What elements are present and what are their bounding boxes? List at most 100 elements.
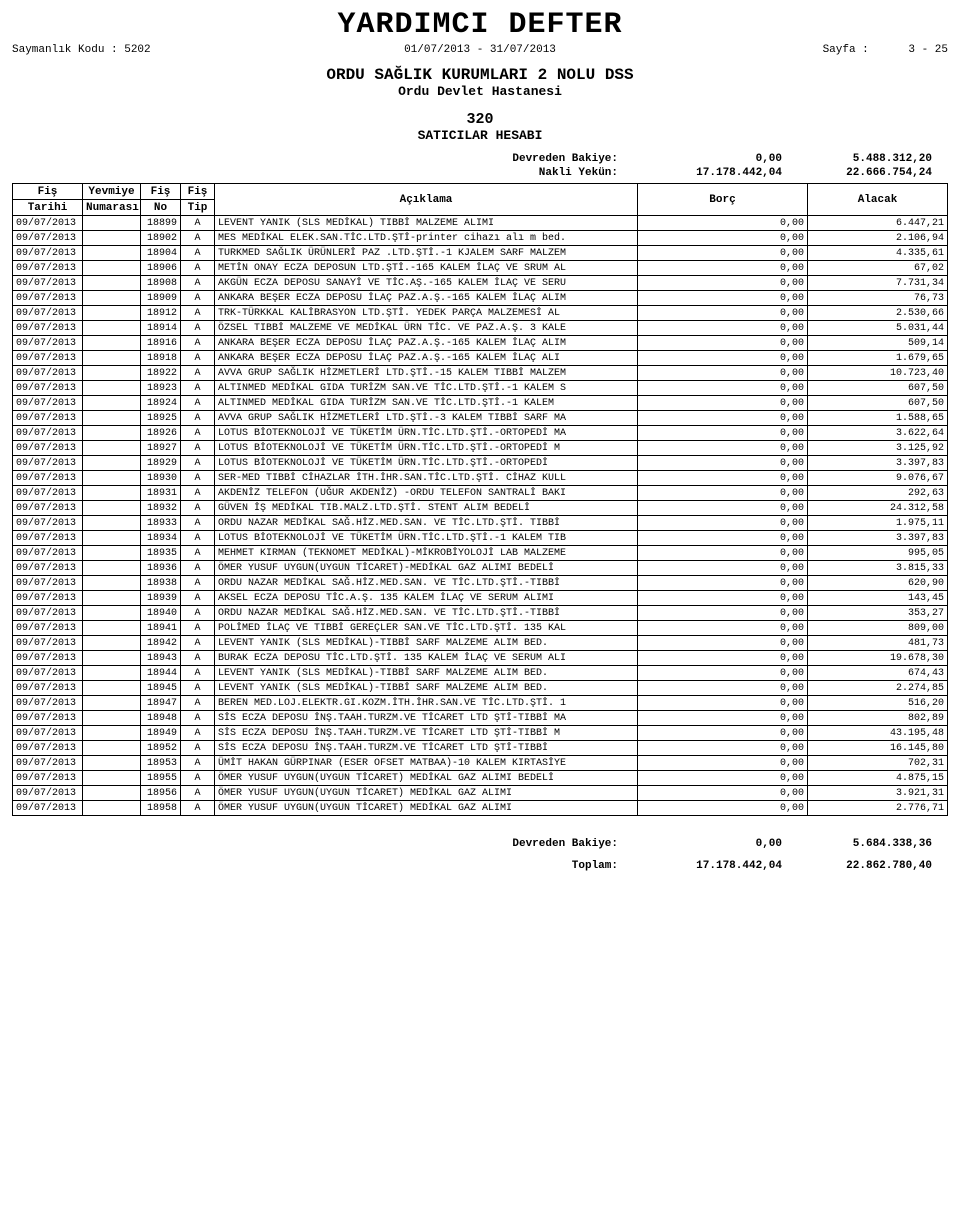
cell-fistip: A [181, 621, 215, 636]
cell-fisno: 18949 [141, 726, 181, 741]
cell-tarih: 09/07/2013 [13, 801, 83, 816]
cell-tarih: 09/07/2013 [13, 786, 83, 801]
cell-tarih: 09/07/2013 [13, 726, 83, 741]
cell-fisno: 18943 [141, 651, 181, 666]
cell-yevmiye [83, 651, 141, 666]
cell-fistip: A [181, 306, 215, 321]
cell-borc: 0,00 [638, 471, 808, 486]
cell-yevmiye [83, 261, 141, 276]
cell-tarih: 09/07/2013 [13, 636, 83, 651]
cell-tarih: 09/07/2013 [13, 591, 83, 606]
cell-fistip: A [181, 471, 215, 486]
cell-fistip: A [181, 651, 215, 666]
cell-tarih: 09/07/2013 [13, 441, 83, 456]
cell-tarih: 09/07/2013 [13, 681, 83, 696]
cell-yevmiye [83, 576, 141, 591]
cell-alacak: 6.447,21 [808, 216, 948, 231]
nakli-alacak: 22.666.754,24 [792, 167, 932, 179]
cell-aciklama: AKDENİZ TELEFON (UĞUR AKDENİZ) -ORDU TEL… [215, 486, 638, 501]
cell-tarih: 09/07/2013 [13, 366, 83, 381]
cell-fistip: A [181, 756, 215, 771]
cell-alacak: 2.274,85 [808, 681, 948, 696]
cell-fisno: 18936 [141, 561, 181, 576]
cell-alacak: 516,20 [808, 696, 948, 711]
nakli-borc: 17.178.442,04 [622, 167, 792, 179]
cell-aciklama: POLİMED İLAÇ VE TIBBİ GEREÇLER SAN.VE Tİ… [215, 621, 638, 636]
cell-borc: 0,00 [638, 231, 808, 246]
cell-alacak: 809,00 [808, 621, 948, 636]
devreden-borc: 0,00 [622, 153, 792, 165]
cell-fisno: 18922 [141, 366, 181, 381]
cell-fistip: A [181, 381, 215, 396]
cell-borc: 0,00 [638, 531, 808, 546]
cell-borc: 0,00 [638, 741, 808, 756]
cell-yevmiye [83, 801, 141, 816]
cell-borc: 0,00 [638, 636, 808, 651]
cell-borc: 0,00 [638, 426, 808, 441]
cell-alacak: 10.723,40 [808, 366, 948, 381]
cell-borc: 0,00 [638, 441, 808, 456]
cell-fisno: 18906 [141, 261, 181, 276]
cell-fisno: 18899 [141, 216, 181, 231]
cell-aciklama: SİS ECZA DEPOSU İNŞ.TAAH.TURZM.VE TİCARE… [215, 741, 638, 756]
cell-fistip: A [181, 351, 215, 366]
table-row: 09/07/201318949A SİS ECZA DEPOSU İNŞ.TAA… [13, 726, 948, 741]
cell-tarih: 09/07/2013 [13, 756, 83, 771]
table-row: 09/07/201318912ATRK-TÜRKKAL KALİBRASYON … [13, 306, 948, 321]
cell-tarih: 09/07/2013 [13, 606, 83, 621]
cell-fisno: 18927 [141, 441, 181, 456]
cell-borc: 0,00 [638, 381, 808, 396]
cell-fistip: A [181, 726, 215, 741]
page-label: Sayfa : [823, 44, 869, 56]
top-balance: Devreden Bakiye: 0,00 5.488.312,20 Nakli… [12, 153, 948, 179]
cell-fistip: A [181, 801, 215, 816]
cell-fisno: 18947 [141, 696, 181, 711]
th-yevmiye: Yevmiye [83, 184, 141, 200]
cell-fisno: 18958 [141, 801, 181, 816]
cell-aciklama: BEREN MED.LOJ.ELEKTR.GI.KOZM.İTH.İHR.SAN… [215, 696, 638, 711]
cell-alacak: 76,73 [808, 291, 948, 306]
cell-alacak: 3.921,31 [808, 786, 948, 801]
table-row: 09/07/201318953AÜMİT HAKAN GÜRPINAR (ESE… [13, 756, 948, 771]
cell-fistip: A [181, 246, 215, 261]
cell-aciklama: ANKARA BEŞER ECZA DEPOSU İLAÇ PAZ.A.Ş.-1… [215, 291, 638, 306]
cell-yevmiye [83, 516, 141, 531]
cell-fisno: 18955 [141, 771, 181, 786]
cell-yevmiye [83, 381, 141, 396]
footer-toplam-alacak: 22.862.780,40 [792, 860, 932, 872]
cell-borc: 0,00 [638, 756, 808, 771]
cell-fistip: A [181, 411, 215, 426]
th-alacak: Alacak [808, 184, 948, 216]
table-row: 09/07/201318956AÖMER YUSUF UYGUN(UYGUN T… [13, 786, 948, 801]
cell-yevmiye [83, 441, 141, 456]
saymanlik-label: Saymanlık Kodu : [12, 44, 118, 56]
table-row: 09/07/201318922AAVVA GRUP SAĞLIK HİZMETL… [13, 366, 948, 381]
th-borc: Borç [638, 184, 808, 216]
table-row: 09/07/201318955AÖMER YUSUF UYGUN(UYGUN T… [13, 771, 948, 786]
cell-fistip: A [181, 501, 215, 516]
cell-aciklama: ORDU NAZAR MEDİKAL SAĞ.HİZ.MED.SAN. VE T… [215, 576, 638, 591]
cell-yevmiye [83, 546, 141, 561]
cell-tarih: 09/07/2013 [13, 351, 83, 366]
cell-fistip: A [181, 366, 215, 381]
table-row: 09/07/201318927A LOTUS BİOTEKNOLOJİ VE T… [13, 441, 948, 456]
cell-borc: 0,00 [638, 771, 808, 786]
cell-yevmiye [83, 636, 141, 651]
cell-alacak: 353,27 [808, 606, 948, 621]
cell-fistip: A [181, 696, 215, 711]
cell-yevmiye [83, 681, 141, 696]
cell-tarih: 09/07/2013 [13, 231, 83, 246]
cell-tarih: 09/07/2013 [13, 291, 83, 306]
account-code: 320 [12, 111, 948, 128]
th-aciklama: Açıklama [215, 184, 638, 216]
cell-aciklama: TURKMED SAĞLIK ÜRÜNLERİ PAZ .LTD.ŞTİ.-1 … [215, 246, 638, 261]
cell-tarih: 09/07/2013 [13, 336, 83, 351]
cell-borc: 0,00 [638, 516, 808, 531]
cell-aciklama: LEVENT YANIK (SLS MEDİKAL)-TIBBİ SARF MA… [215, 681, 638, 696]
cell-tarih: 09/07/2013 [13, 411, 83, 426]
table-row: 09/07/201318914AÖZSEL TIBBİ MALZEME VE M… [13, 321, 948, 336]
cell-aciklama: AVVA GRUP SAĞLIK HİZMETLERİ LTD.ŞTİ.-3 K… [215, 411, 638, 426]
table-row: 09/07/201318940AORDU NAZAR MEDİKAL SAĞ.H… [13, 606, 948, 621]
cell-yevmiye [83, 456, 141, 471]
cell-aciklama: ÜMİT HAKAN GÜRPINAR (ESER OFSET MATBAA)-… [215, 756, 638, 771]
